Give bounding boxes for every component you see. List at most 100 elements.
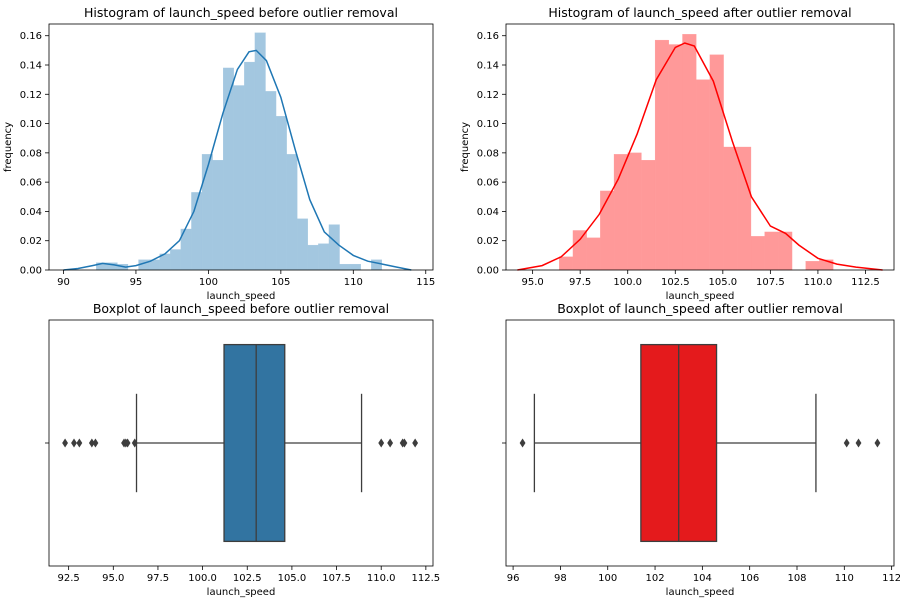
histogram-panel-2: 0.00 0.02 0.04 0.06 0.08 0.10 0.12 0.14 0.16 freq…	[460, 5, 895, 302]
x-axis-label: launch_speed	[207, 291, 276, 302]
histogram-bar	[668, 44, 683, 271]
x-tick-label: 112	[882, 573, 900, 584]
histogram-bar	[254, 32, 266, 271]
x-tick-label: 100	[598, 573, 617, 584]
histogram-bar	[265, 91, 277, 271]
histogram-bar	[212, 160, 224, 271]
x-tick-label: 102.5	[233, 573, 262, 584]
outlier-point	[76, 438, 83, 448]
y-tick-label: 0.02	[477, 236, 499, 247]
x-tick-label: 112.5	[412, 573, 441, 584]
x-tick-label: 104	[693, 573, 712, 584]
x-tick-label: 96	[507, 573, 520, 584]
histogram-bar	[641, 160, 656, 271]
x-tick-label: 95	[130, 277, 143, 288]
outlier-point	[124, 438, 131, 448]
y-tick-label: 0.16	[477, 31, 499, 42]
y-tick-label: 0.14	[20, 61, 42, 72]
x-tick-label: 97.5	[147, 573, 169, 584]
y-tick-label: 0.02	[20, 236, 42, 247]
axes-frame	[505, 23, 895, 271]
histogram-bar	[737, 146, 752, 271]
x-tick-label: 110.0	[367, 573, 396, 584]
histogram-bar	[275, 116, 287, 271]
histogram-bar	[709, 54, 724, 271]
histogram-bar	[627, 152, 642, 271]
y-tick-label: 0.12	[477, 90, 499, 101]
histogram-bar	[244, 61, 256, 271]
histogram-bar	[318, 243, 330, 271]
x-tick-label: 105	[271, 277, 290, 288]
outlier-point	[71, 438, 77, 448]
x-tick-label: 90	[57, 277, 70, 288]
chart-title: Boxplot of launch_speed after outlier re…	[557, 301, 843, 316]
x-tick-label: 110.0	[804, 277, 833, 288]
x-tick-label: 100	[199, 277, 218, 288]
boxplot-panel-3: 92.5 95.0 97.5 100.0 102.5 105.0 107.5 110.0 112…	[45, 301, 440, 598]
outlier-point	[378, 438, 385, 448]
histogram-bar	[572, 230, 587, 271]
histogram-bar	[750, 236, 765, 271]
y-tick-label: 0.10	[477, 119, 499, 130]
y-tick-label: 0.04	[20, 207, 42, 218]
histogram-bar	[286, 154, 298, 271]
x-tick-label: 92.5	[58, 573, 80, 584]
y-tick-label: 0.04	[477, 207, 499, 218]
histogram-bar	[233, 85, 245, 271]
x-tick-label: 95.0	[521, 277, 543, 288]
y-axis-label: frequency	[460, 122, 471, 172]
histogram-bar	[297, 218, 308, 271]
y-tick-label: 0.00	[20, 266, 42, 277]
chart-title: Boxplot of launch_speed before outlier r…	[93, 301, 389, 316]
histogram-panel-1: 0.00 0.02 0.04 0.06 0.08 0.10 0.12 0.14 0.16 freq…	[3, 5, 435, 302]
iqr-box	[223, 343, 286, 543]
histogram-bar	[307, 244, 319, 271]
kde-line	[63, 49, 412, 271]
histogram-bar	[805, 261, 820, 271]
histogram-bar	[170, 249, 182, 271]
x-tick-label: 112.5	[851, 277, 880, 288]
outlier-point	[412, 438, 419, 448]
outlier-point	[92, 438, 99, 448]
y-tick-label: 0.00	[477, 266, 499, 277]
x-tick-label: 106	[740, 573, 759, 584]
x-tick-label: 107.5	[322, 573, 351, 584]
y-tick-label: 0.10	[20, 119, 42, 130]
y-tick-label: 0.14	[477, 61, 499, 72]
x-axis-label: launch_speed	[207, 587, 276, 598]
histogram-bar	[723, 146, 738, 271]
x-tick-label: 110	[835, 573, 854, 584]
x-tick-label: 100.0	[188, 573, 217, 584]
x-tick-label: 100.0	[613, 277, 642, 288]
x-tick-label: 95.0	[102, 573, 124, 584]
outlier-point	[401, 438, 408, 448]
x-tick-label: 108	[787, 573, 806, 584]
histogram-bar	[682, 34, 697, 271]
outlier-point	[131, 438, 138, 448]
outlier-point	[855, 438, 862, 448]
outlier-point	[387, 438, 394, 448]
histogram-bar	[600, 190, 615, 271]
histogram-bar	[654, 39, 669, 271]
x-tick-label: 107.5	[756, 277, 785, 288]
x-tick-label: 98	[554, 573, 567, 584]
x-tick-label: 105.0	[709, 277, 738, 288]
outlier-point	[843, 438, 850, 448]
histogram-bar	[586, 237, 601, 271]
histogram-bar	[559, 256, 574, 271]
y-tick-label: 0.06	[20, 178, 42, 189]
chart-title: Histogram of launch_speed before outlier…	[84, 5, 398, 20]
y-tick-label: 0.08	[477, 148, 499, 159]
x-tick-label: 97.5	[569, 277, 591, 288]
x-tick-label: 115	[416, 277, 435, 288]
histogram-bar	[201, 154, 213, 271]
x-tick-label: 102	[646, 573, 665, 584]
x-axis-label: launch_speed	[666, 291, 735, 302]
y-tick-label: 0.12	[20, 90, 42, 101]
histogram-bar	[764, 231, 779, 271]
y-tick-label: 0.08	[20, 148, 42, 159]
x-tick-label: 102.5	[661, 277, 690, 288]
y-axis-label: frequency	[3, 122, 14, 172]
outlier-point	[874, 438, 881, 448]
